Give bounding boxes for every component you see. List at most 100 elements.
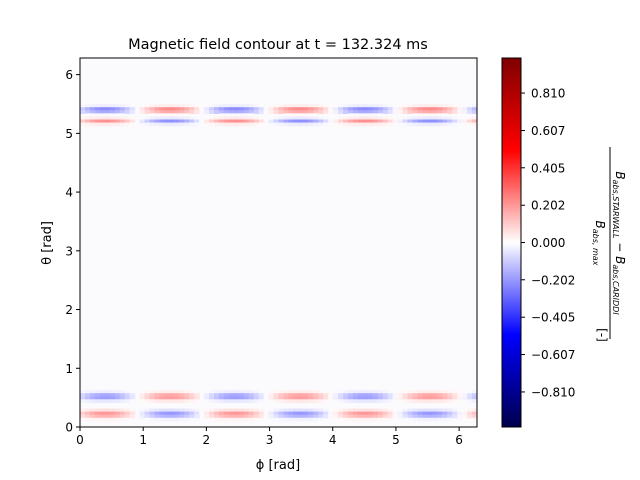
- heatmap-cell: [94, 122, 101, 127]
- heatmap-cell: [154, 116, 160, 121]
- heatmap-cell: [343, 107, 349, 111]
- heatmap-cell: [124, 417, 131, 422]
- heatmap-cell: [114, 107, 121, 111]
- heatmap-cell: [139, 107, 146, 111]
- heatmap-cell: [278, 116, 285, 121]
- heatmap-cell: [402, 116, 409, 121]
- heatmap-cell: [467, 110, 473, 114]
- heatmap-cell: [352, 411, 359, 416]
- heatmap-cell: [372, 110, 379, 114]
- heatmap-cell: [293, 110, 299, 114]
- colorbar: 0.810 0.607 0.405 0.202 0.000 −0.202 −0.405 −0.…: [501, 57, 575, 428]
- heatmap-cell: [357, 393, 364, 397]
- heatmap-cell: [417, 417, 424, 422]
- heatmap-cell: [169, 417, 175, 422]
- heatmap-cell: [407, 411, 414, 416]
- heatmap-cell: [412, 408, 419, 413]
- heatmap-cell: [233, 417, 240, 422]
- heatmap-cell: [114, 408, 121, 413]
- heatmap-cell: [283, 113, 290, 118]
- heatmap-cell: [248, 104, 255, 108]
- colorbar-tick-label: −0.405: [531, 311, 575, 325]
- heatmap-cell: [248, 396, 255, 400]
- heatmap-cell: [467, 396, 473, 400]
- heatmap-cell: [104, 408, 111, 413]
- heatmap-cell: [308, 113, 314, 118]
- heatmap-cell: [333, 411, 339, 416]
- heatmap-cell: [129, 390, 136, 394]
- heatmap-cell: [129, 116, 136, 121]
- heatmap-cell: [298, 417, 304, 422]
- heatmap-cell: [323, 411, 329, 416]
- heatmap-cell: [109, 393, 116, 397]
- heatmap-cell: [179, 107, 185, 111]
- colorbar-label: Babs,STARWALL − Babs,CARIDDI Babs, max […: [591, 147, 627, 342]
- heatmap-cell: [258, 116, 265, 121]
- heatmap-cell: [159, 107, 165, 111]
- heatmap-cell: [273, 119, 280, 124]
- heatmap-cell: [293, 417, 299, 422]
- heatmap-cell: [209, 116, 215, 121]
- heatmap-cell: [382, 110, 389, 114]
- heatmap-cell: [194, 110, 200, 114]
- heatmap-cell: [313, 104, 319, 108]
- heatmap-cell: [427, 396, 433, 400]
- heatmap-cell: [417, 390, 424, 394]
- heatmap-cell: [293, 113, 299, 118]
- heatmap-cell: [338, 393, 344, 397]
- heatmap-cell: [139, 119, 146, 124]
- y-tick-label: 5: [65, 127, 73, 141]
- heatmap-cell: [422, 414, 428, 419]
- heatmap-cell: [303, 110, 309, 114]
- heatmap-cell: [129, 104, 136, 108]
- heatmap-cell: [268, 408, 275, 413]
- heatmap-cell: [457, 110, 463, 114]
- heatmap-cell: [288, 399, 294, 404]
- heatmap-cell: [94, 411, 101, 416]
- heatmap-cell: [99, 122, 106, 127]
- heatmap-cell: [412, 393, 419, 397]
- heatmap-cell: [288, 104, 294, 108]
- heatmap-cell: [328, 110, 334, 114]
- heatmap-cell: [114, 417, 121, 422]
- heatmap-cell: [273, 390, 280, 394]
- heatmap-cell: [472, 122, 477, 127]
- heatmap-cell: [228, 119, 235, 124]
- heatmap-cell: [407, 122, 414, 127]
- heatmap-cell: [367, 417, 374, 422]
- chart-title: Magnetic field contour at t = 132.324 ms: [128, 37, 428, 53]
- heatmap-cell: [233, 390, 240, 394]
- heatmap-cell: [318, 414, 324, 419]
- heatmap-cell: [298, 104, 304, 108]
- heatmap-cell: [159, 113, 165, 118]
- heatmap-cell: [377, 113, 384, 118]
- heatmap-cell: [377, 411, 384, 416]
- plot-area: 0 1 2 3 4 5 6 0 1 2 3 4 5 6: [65, 57, 478, 447]
- heatmap-cell: [308, 107, 314, 111]
- heatmap-cell: [184, 417, 190, 422]
- heatmap-cell: [422, 107, 428, 111]
- heatmap-cell: [243, 110, 250, 114]
- heatmap-cell: [194, 122, 200, 127]
- heatmap-cell: [89, 119, 96, 124]
- heatmap-cell: [263, 411, 270, 416]
- heatmap-cell: [283, 119, 290, 124]
- colorbar-tick-label: 0.810: [531, 87, 565, 101]
- heatmap-cell: [139, 411, 146, 416]
- heatmap-cell: [402, 393, 409, 397]
- heatmap-cell: [303, 393, 309, 397]
- heatmap-cell: [362, 107, 369, 111]
- heatmap-cell: [124, 104, 131, 108]
- heatmap-cell: [333, 107, 339, 111]
- heatmap-cell: [184, 122, 190, 127]
- heatmap-cell: [313, 116, 319, 121]
- heatmap-cell: [447, 390, 453, 394]
- heatmap-cell: [263, 396, 270, 400]
- heatmap-cell: [218, 411, 225, 416]
- heatmap-cell: [352, 393, 359, 397]
- heatmap-cell: [84, 110, 91, 114]
- heatmap-cell: [273, 399, 280, 404]
- heatmap-cell: [328, 411, 334, 416]
- heatmap-cell: [169, 119, 175, 124]
- heatmap-cell: [164, 411, 170, 416]
